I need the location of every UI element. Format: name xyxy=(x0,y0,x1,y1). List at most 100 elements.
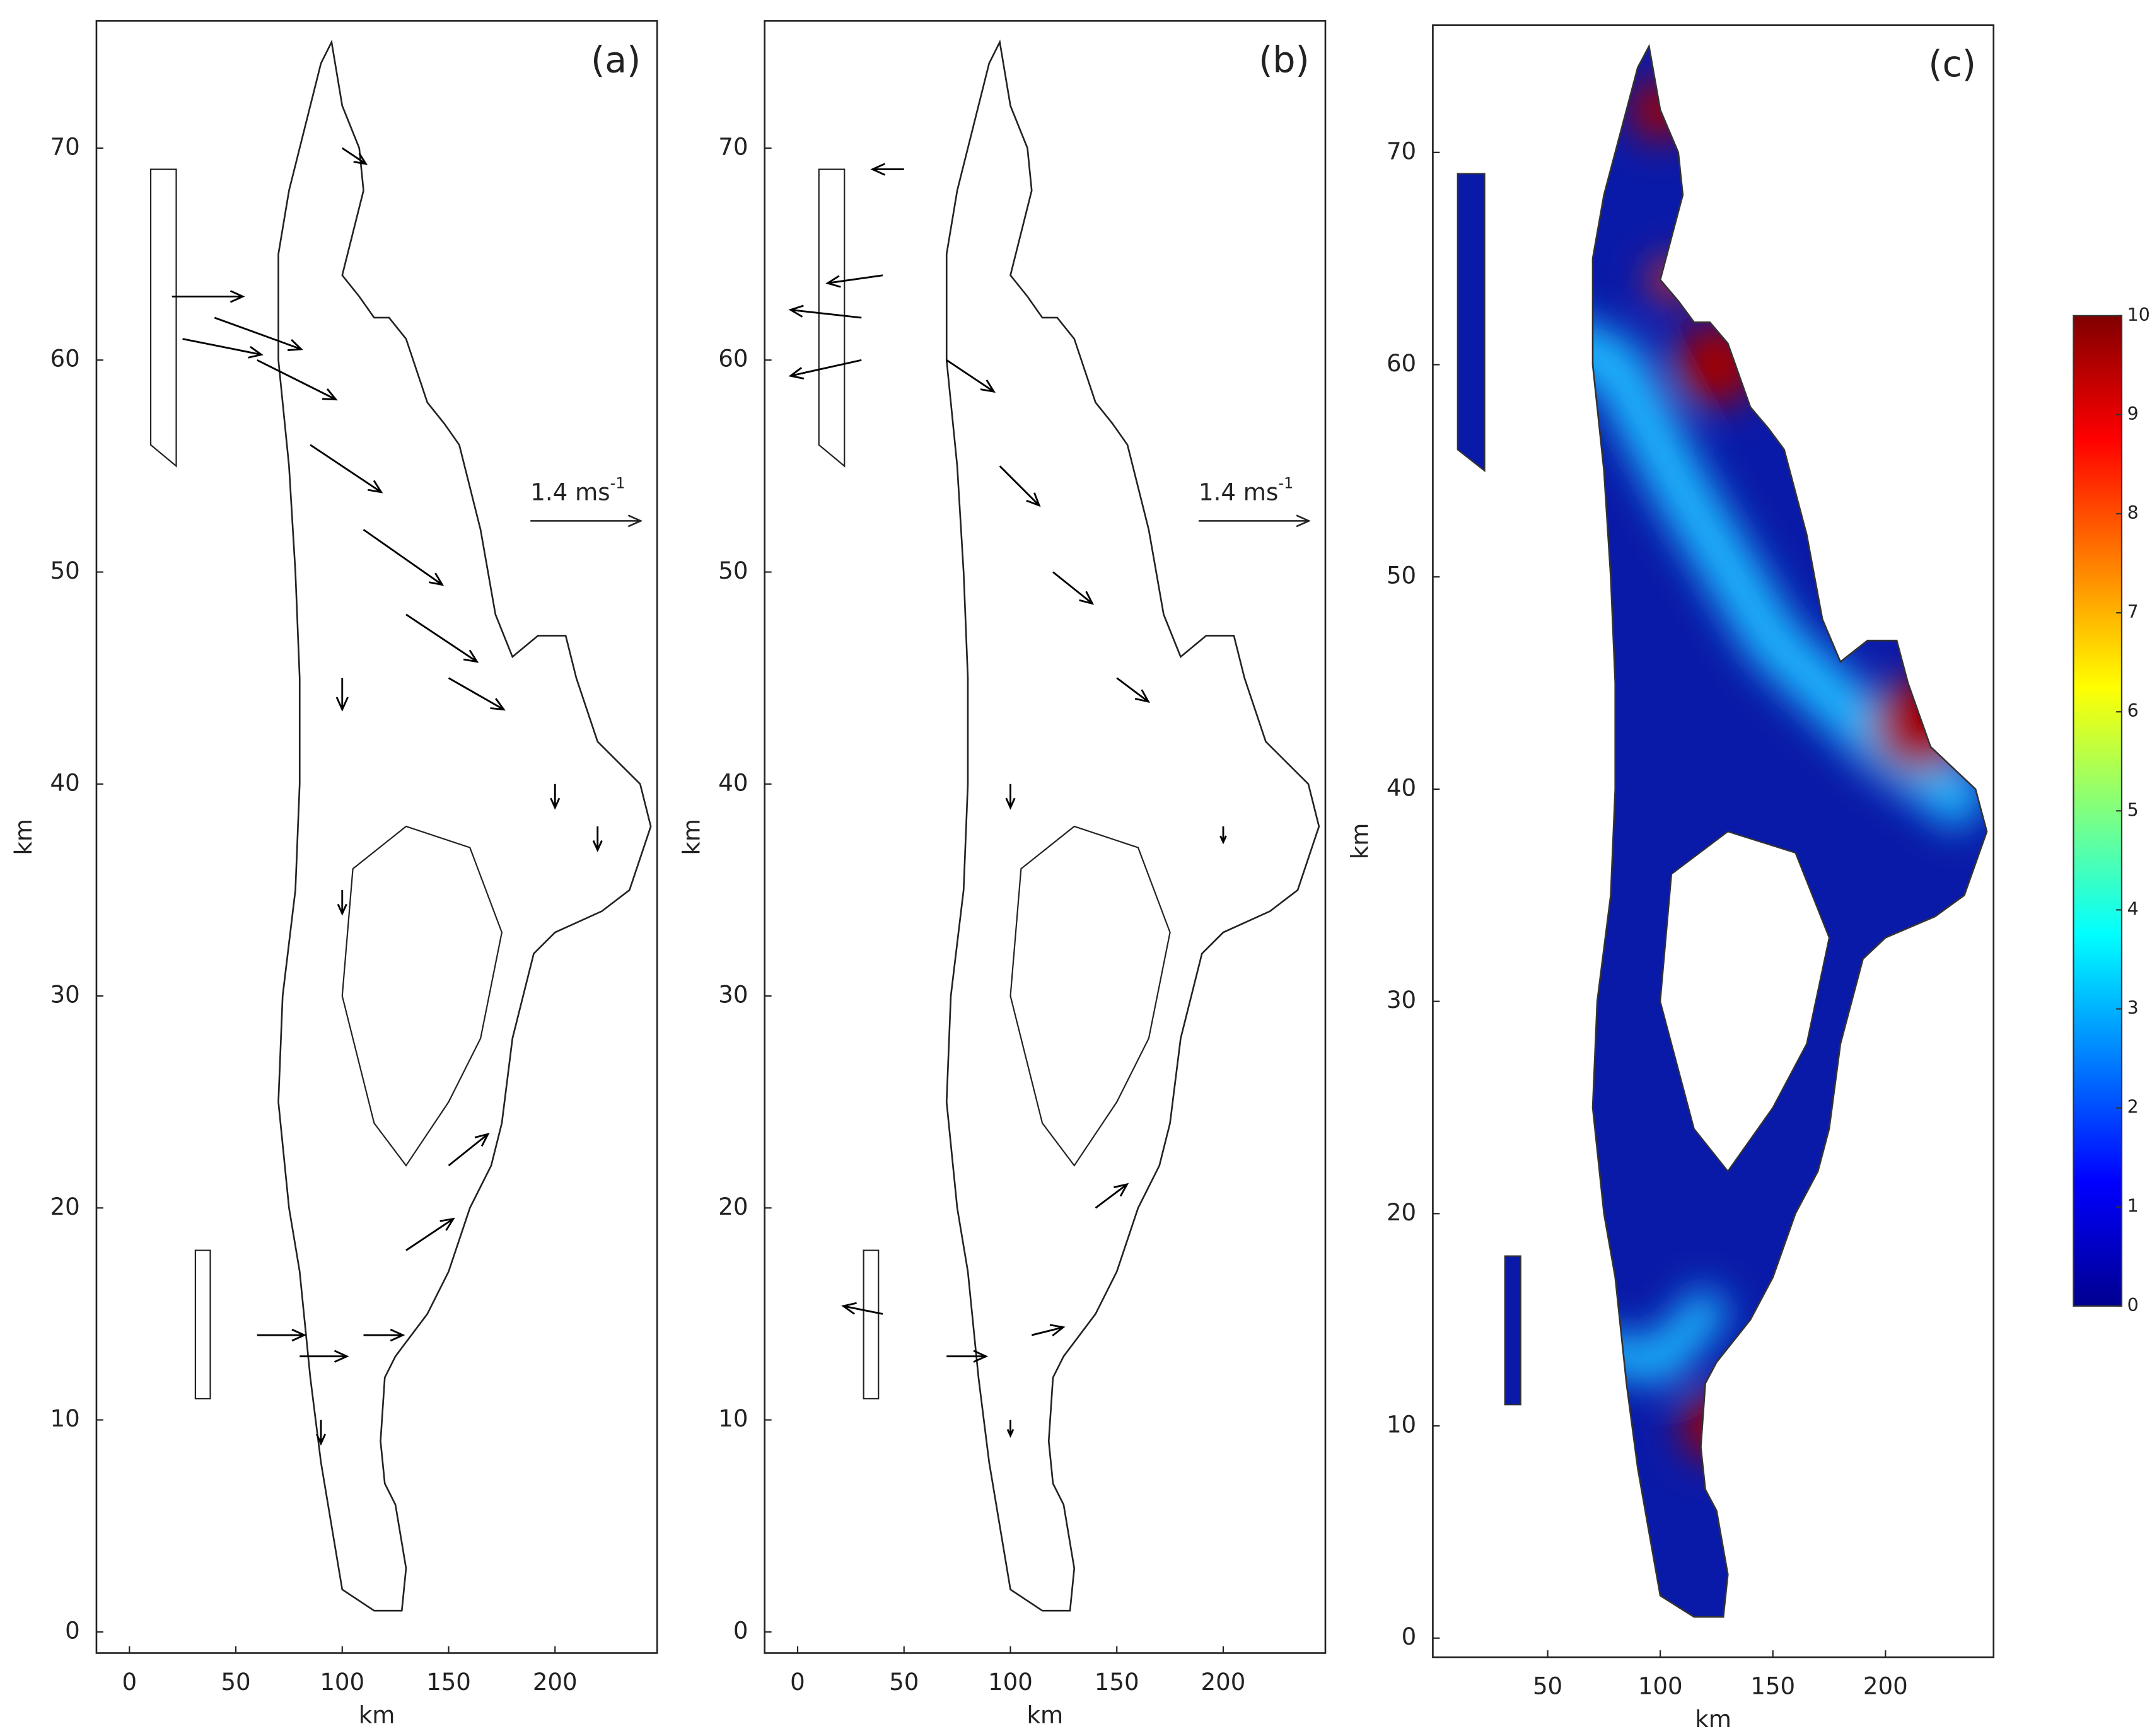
frame xyxy=(95,20,658,1654)
y-tick-label: 70 xyxy=(50,133,79,160)
velocity-arrow xyxy=(214,316,303,351)
y-tick-label: 30 xyxy=(50,981,79,1009)
boundary-box xyxy=(194,1249,211,1400)
water xyxy=(1592,46,1987,1617)
y-tick-label: 0 xyxy=(1402,1623,1417,1650)
velocity-arrow xyxy=(1052,571,1095,605)
velocity-arrow xyxy=(341,147,368,165)
y-tick-label: 0 xyxy=(65,1617,80,1644)
coastline xyxy=(1591,43,1988,1618)
colorbar-tick-label: 7 xyxy=(2127,601,2139,622)
velocity-arrow xyxy=(946,359,996,393)
velocity-arrow xyxy=(1219,826,1227,845)
colorbar-tick-label: 5 xyxy=(2127,799,2139,820)
velocity-arrow xyxy=(310,444,383,494)
blob xyxy=(1682,1391,1752,1461)
x-tick-label: 200 xyxy=(533,1669,578,1696)
velocity-arrow xyxy=(841,1302,883,1315)
boundary-box xyxy=(863,1249,880,1400)
x-tick-label: 50 xyxy=(1533,1673,1562,1700)
x-axis-label: km xyxy=(1695,1706,1731,1733)
y-tick-label: 50 xyxy=(50,557,79,584)
velocity-arrow xyxy=(999,465,1041,507)
boundary-box xyxy=(818,168,846,468)
y-tick-label: 60 xyxy=(718,345,748,373)
y-tick-label: 20 xyxy=(50,1193,79,1220)
y-tick-label: 20 xyxy=(1387,1199,1416,1226)
velocity-arrow xyxy=(337,889,347,916)
band xyxy=(1592,1285,1732,1385)
velocity-arrow xyxy=(182,338,264,359)
frame xyxy=(764,20,1327,1654)
y-tick-label: 10 xyxy=(1387,1411,1416,1438)
x-tick-label: 150 xyxy=(426,1669,471,1696)
y-tick-label: 10 xyxy=(50,1405,79,1432)
y-tick-label: 50 xyxy=(1387,562,1416,589)
velocity-arrow xyxy=(172,290,245,303)
y-axis-label: km xyxy=(678,819,706,855)
colorbar-tick-label: 3 xyxy=(2127,998,2139,1019)
velocity-arrow xyxy=(315,1420,327,1446)
reference-label: 1.4 ms-1 xyxy=(530,474,625,506)
panel-title: (b) xyxy=(1259,39,1309,81)
boundary-box xyxy=(149,168,177,468)
velocity-arrow xyxy=(870,163,904,176)
y-tick-label: 0 xyxy=(733,1617,748,1644)
island xyxy=(1009,825,1171,1167)
velocity-arrow xyxy=(363,1328,405,1342)
y-tick-label: 60 xyxy=(50,345,79,373)
coastline xyxy=(945,39,1320,1612)
velocity-arrow xyxy=(363,529,445,586)
boundary-box xyxy=(1504,1255,1521,1406)
x-tick-label: 100 xyxy=(988,1669,1033,1696)
island xyxy=(1660,831,1830,1172)
frame xyxy=(1432,24,1995,1658)
velocity-arrow xyxy=(1005,784,1016,810)
velocity-arrow xyxy=(825,274,883,288)
velocity-arrow xyxy=(300,1350,349,1363)
y-axis-label: km xyxy=(1346,823,1373,860)
colorbar-tick-label: 6 xyxy=(2127,700,2139,721)
y-tick-label: 30 xyxy=(718,981,748,1009)
reference-arrow xyxy=(530,514,643,528)
x-tick-label: 50 xyxy=(221,1669,250,1696)
x-tick-label: 50 xyxy=(889,1669,919,1696)
reference-label-text: 1.4 ms xyxy=(530,478,610,506)
velocity-arrow xyxy=(335,678,349,712)
reference-label-sup: -1 xyxy=(1278,474,1293,492)
velocity-arrow xyxy=(592,826,603,852)
y-tick-label: 50 xyxy=(718,557,748,584)
panel-title: (a) xyxy=(591,39,641,81)
colorbar-tick-label: 4 xyxy=(2127,898,2139,919)
reference-arrow xyxy=(1198,514,1311,528)
y-tick-label: 40 xyxy=(1387,774,1416,801)
x-tick-label: 0 xyxy=(122,1669,137,1696)
panel-title: (c) xyxy=(1928,43,1976,85)
x-axis-label: km xyxy=(1027,1701,1064,1728)
y-tick-label: 70 xyxy=(718,133,748,160)
velocity-arrow xyxy=(405,613,479,663)
reference-label-text: 1.4 ms xyxy=(1199,478,1278,506)
island xyxy=(341,825,503,1167)
x-tick-label: 150 xyxy=(1750,1673,1795,1700)
coastline xyxy=(277,39,652,1612)
y-tick-label: 10 xyxy=(718,1405,748,1432)
x-tick-label: 150 xyxy=(1095,1669,1139,1696)
y-tick-label: 70 xyxy=(1387,137,1416,165)
colorbar xyxy=(2073,315,2123,1307)
x-tick-label: 200 xyxy=(1201,1669,1246,1696)
velocity-arrow xyxy=(788,304,862,319)
velocity-arrow xyxy=(1031,1324,1066,1337)
blob xyxy=(1871,677,1968,774)
reference-label: 1.4 ms-1 xyxy=(1199,474,1293,506)
y-tick-label: 60 xyxy=(1387,350,1416,377)
boundary-box xyxy=(1457,173,1486,473)
reference-label-sup: -1 xyxy=(610,474,625,492)
velocity-arrow xyxy=(1006,1420,1015,1438)
x-tick-label: 0 xyxy=(790,1669,805,1696)
y-tick-label: 40 xyxy=(50,769,79,796)
velocity-arrow xyxy=(448,677,506,711)
y-tick-label: 30 xyxy=(1387,987,1416,1014)
velocity-arrow xyxy=(257,1328,307,1342)
colorbar-tick-label: 0 xyxy=(2127,1295,2139,1316)
